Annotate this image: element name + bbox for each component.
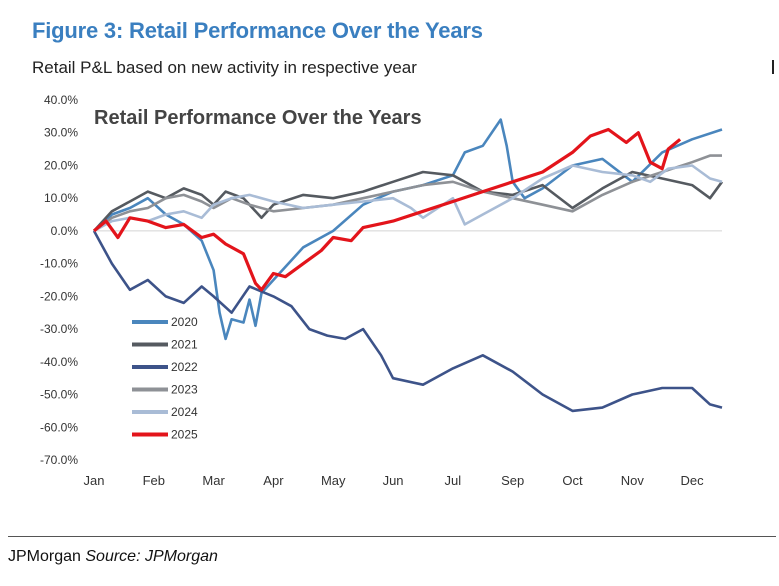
- legend-label-2020: 2020: [171, 315, 198, 329]
- x-tick-label: Sep: [501, 473, 524, 488]
- source-label: Source:: [85, 548, 141, 565]
- source-note: JPMorgan Source: JPMorgan: [8, 548, 218, 566]
- x-tick-label: Apr: [263, 473, 284, 488]
- series-lines: [92, 118, 724, 413]
- legend-label-2025: 2025: [171, 428, 198, 442]
- series-line-2020: [93, 118, 723, 341]
- legend-label-2022: 2022: [171, 360, 198, 374]
- figure-title: Figure 3: Retail Performance Over the Ye…: [32, 18, 483, 43]
- y-tick-label: -70.0%: [40, 453, 78, 467]
- y-tick-label: 0.0%: [51, 224, 79, 238]
- legend-label-2021: 2021: [171, 338, 198, 352]
- y-tick-label: -20.0%: [40, 289, 78, 303]
- legend-label-2023: 2023: [171, 383, 198, 397]
- y-tick-label: -50.0%: [40, 388, 78, 402]
- y-tick-label: -60.0%: [40, 420, 78, 434]
- x-axis-ticks: Jan Feb Mar Apr May Jun Jul Sep Oct Nov Dec: [84, 473, 705, 488]
- x-tick-label: Jan: [84, 473, 105, 488]
- series-line-2021: [93, 170, 724, 232]
- x-tick-label: Dec: [681, 473, 705, 488]
- y-axis-ticks: 40.0% 30.0% 20.0% 10.0% 0.0% -10.0% -20.0% -30.…: [40, 93, 78, 467]
- y-tick-label: -10.0%: [40, 257, 78, 271]
- x-tick-label: May: [321, 473, 346, 488]
- y-tick-label: -40.0%: [40, 355, 78, 369]
- series-line-2025: [92, 127, 682, 292]
- x-tick-label: Feb: [143, 473, 165, 488]
- y-tick-label: 10.0%: [44, 191, 78, 205]
- footer-divider: [8, 536, 776, 537]
- chart-title: Retail Performance Over the Years: [94, 107, 422, 129]
- legend-label-2024: 2024: [171, 405, 198, 419]
- legend: 2020 2021 2022 2023 2024 2025: [132, 315, 198, 442]
- series-line-2022: [92, 230, 723, 413]
- x-tick-label: Nov: [621, 473, 645, 488]
- series-line-2023: [93, 154, 722, 232]
- y-tick-label: 40.0%: [44, 93, 78, 107]
- x-tick-label: Oct: [562, 473, 583, 488]
- figure-subtitle: Retail P&L based on new activity in resp…: [32, 58, 417, 77]
- x-tick-label: Jul: [445, 473, 462, 488]
- y-tick-label: 30.0%: [44, 126, 78, 140]
- y-tick-label: -30.0%: [40, 322, 78, 336]
- y-tick-label: 20.0%: [44, 158, 78, 172]
- series-line-2024: [93, 164, 723, 233]
- x-tick-label: Mar: [202, 473, 225, 488]
- x-tick-label: Jun: [383, 473, 404, 488]
- frame-edge-mark: [772, 60, 774, 74]
- source-name: JPMorgan: [144, 548, 218, 565]
- source-org: JPMorgan: [8, 548, 81, 565]
